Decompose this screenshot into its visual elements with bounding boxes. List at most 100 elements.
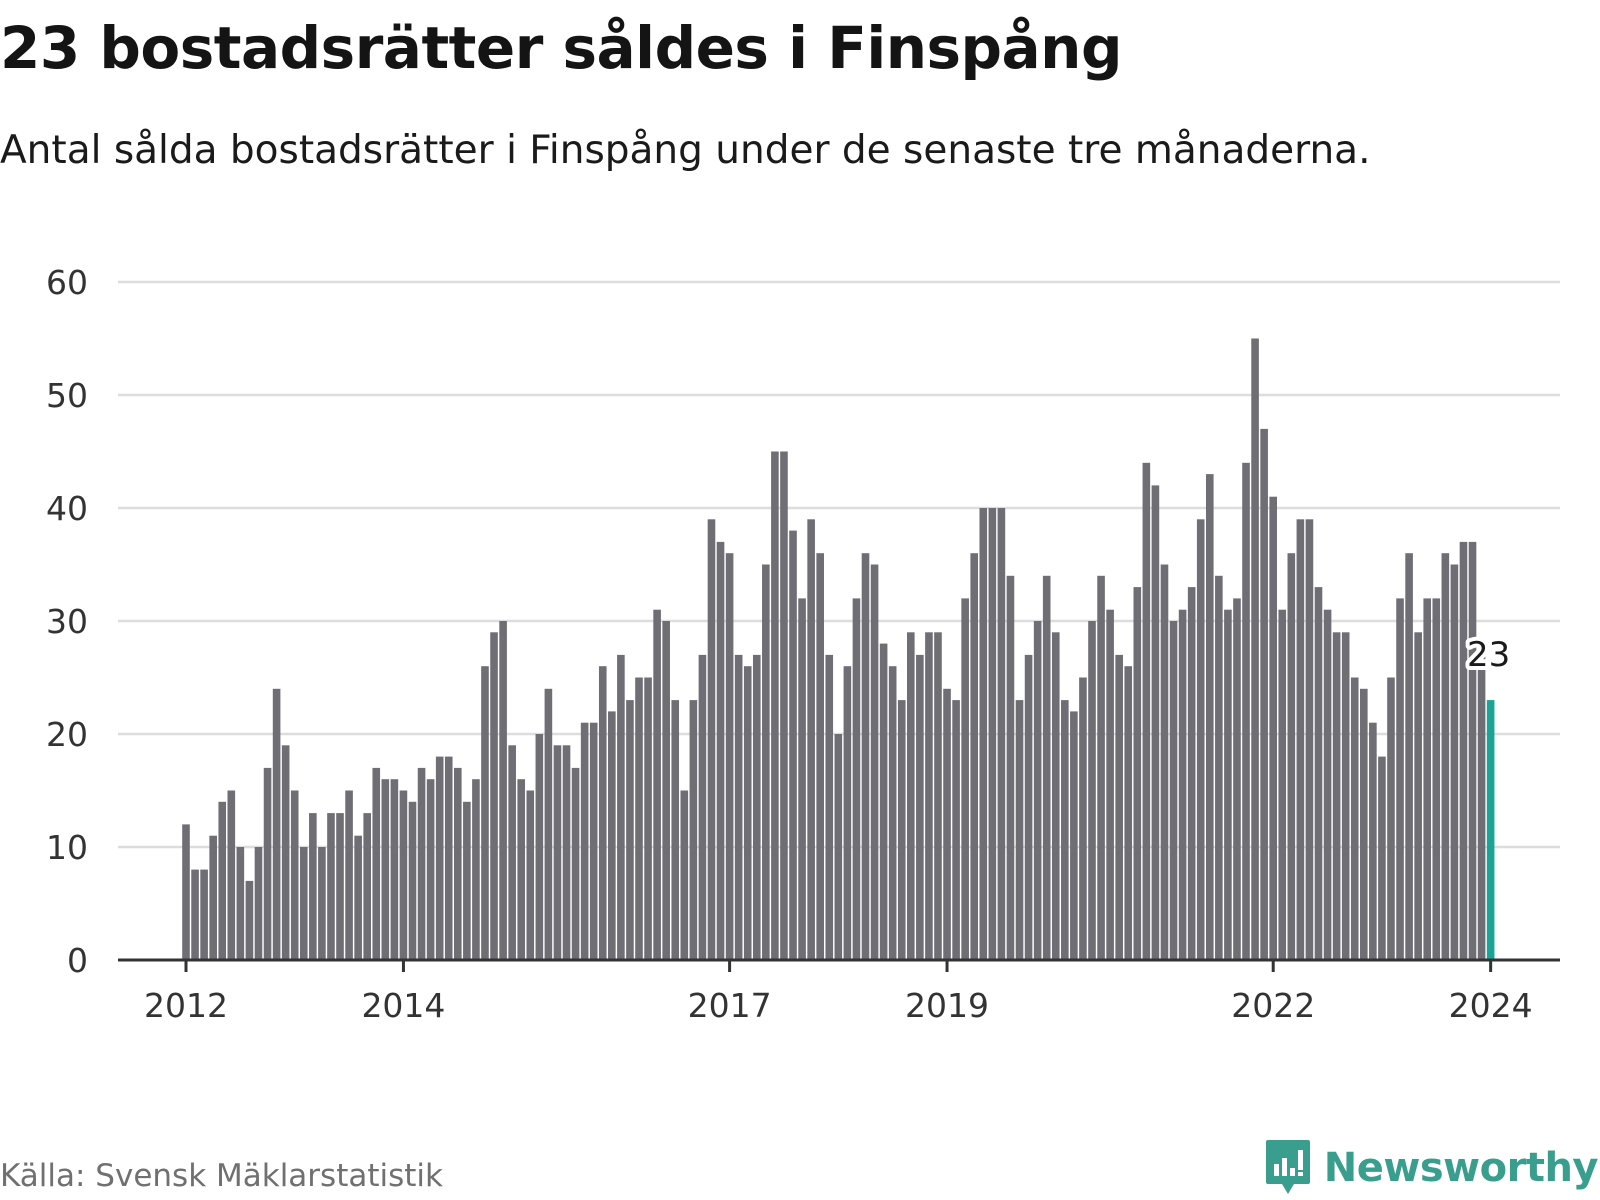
bar bbox=[1251, 338, 1259, 960]
bar bbox=[553, 745, 562, 960]
bar bbox=[635, 677, 643, 960]
bar bbox=[1233, 598, 1241, 960]
bar bbox=[245, 880, 254, 960]
bar bbox=[318, 847, 326, 960]
x-axis: 2012 2014 2017 2019 2022 2024 bbox=[118, 958, 1560, 1025]
bar bbox=[327, 813, 335, 960]
y-tick-label-30: 30 bbox=[46, 602, 88, 641]
bar bbox=[1124, 666, 1133, 960]
bar bbox=[1024, 654, 1033, 960]
bar bbox=[1088, 621, 1096, 960]
bar bbox=[1015, 700, 1024, 960]
bar bbox=[372, 767, 381, 960]
bar bbox=[472, 779, 480, 960]
bar bbox=[870, 564, 879, 960]
x-tick-label-2022: 2022 bbox=[1231, 986, 1315, 1025]
bar bbox=[789, 530, 797, 960]
bar bbox=[589, 722, 598, 960]
bar bbox=[535, 734, 544, 960]
y-tick-label-20: 20 bbox=[46, 715, 88, 754]
bar bbox=[381, 779, 390, 960]
bar bbox=[299, 847, 308, 960]
bar bbox=[1450, 564, 1459, 960]
bar bbox=[1187, 587, 1196, 960]
bar bbox=[1405, 553, 1413, 960]
bar bbox=[1151, 485, 1160, 960]
annotation: 23 bbox=[1463, 631, 1514, 679]
annotation-label: 23 bbox=[1467, 635, 1510, 675]
bar bbox=[907, 632, 915, 960]
x-tick-label-2019: 2019 bbox=[905, 986, 989, 1025]
bar bbox=[1215, 575, 1223, 960]
bar bbox=[617, 654, 625, 960]
bar bbox=[743, 666, 752, 960]
bar bbox=[988, 508, 997, 960]
bar bbox=[752, 654, 761, 960]
bar bbox=[598, 666, 607, 960]
bar bbox=[1360, 688, 1368, 960]
bar bbox=[961, 598, 969, 960]
bar bbox=[608, 711, 616, 960]
x-tick-label-2024: 2024 bbox=[1449, 986, 1533, 1025]
bar bbox=[879, 643, 888, 960]
bar bbox=[952, 700, 960, 960]
bar bbox=[925, 632, 933, 960]
bars bbox=[182, 338, 1495, 960]
bar bbox=[852, 598, 861, 960]
bar bbox=[897, 700, 906, 960]
bar bbox=[444, 756, 453, 960]
bar bbox=[1341, 632, 1350, 960]
source-note: Källa: Svensk Mäklarstatistik bbox=[0, 1158, 443, 1194]
bar bbox=[1079, 677, 1087, 960]
bar bbox=[499, 621, 507, 960]
bar bbox=[970, 553, 979, 960]
bar bbox=[399, 790, 408, 960]
bar bbox=[979, 508, 988, 960]
bar bbox=[517, 779, 526, 960]
bar bbox=[309, 813, 317, 960]
bar bbox=[254, 847, 263, 960]
bar bbox=[1205, 474, 1214, 960]
bar bbox=[209, 835, 217, 960]
bar bbox=[363, 813, 371, 960]
bar bbox=[734, 654, 743, 960]
bar bbox=[825, 654, 834, 960]
bar bbox=[816, 553, 824, 960]
bar bbox=[861, 553, 870, 960]
bar bbox=[807, 519, 815, 960]
bar bbox=[1051, 632, 1060, 960]
bar bbox=[1323, 609, 1332, 960]
bar bbox=[934, 632, 942, 960]
bar bbox=[544, 688, 553, 960]
bar bbox=[1369, 722, 1377, 960]
bar bbox=[680, 790, 689, 960]
bar bbox=[1269, 496, 1277, 960]
bar bbox=[1441, 553, 1450, 960]
bar bbox=[644, 677, 652, 960]
bar bbox=[1468, 541, 1477, 960]
bar bbox=[426, 779, 435, 960]
bar-chart-speech-bubble-icon bbox=[1265, 1140, 1310, 1194]
bar bbox=[1169, 621, 1178, 960]
bar bbox=[200, 869, 208, 960]
bar bbox=[916, 654, 924, 960]
bar bbox=[1378, 756, 1386, 960]
bar bbox=[1242, 462, 1250, 960]
chart-title: 23 bostadsrätter såldes i Finspång bbox=[0, 14, 1123, 82]
bar bbox=[1305, 519, 1314, 960]
bar bbox=[843, 666, 852, 960]
bar bbox=[1350, 677, 1359, 960]
bar bbox=[888, 666, 897, 960]
bar bbox=[798, 598, 806, 960]
bar bbox=[580, 722, 589, 960]
bar bbox=[345, 790, 353, 960]
bar bbox=[290, 790, 299, 960]
bar bbox=[272, 688, 281, 960]
bar bbox=[454, 767, 462, 960]
bar bbox=[1106, 609, 1114, 960]
bar bbox=[834, 734, 843, 960]
y-tick-label-10: 10 bbox=[46, 828, 88, 867]
bar bbox=[1314, 587, 1323, 960]
bar bbox=[227, 790, 236, 960]
